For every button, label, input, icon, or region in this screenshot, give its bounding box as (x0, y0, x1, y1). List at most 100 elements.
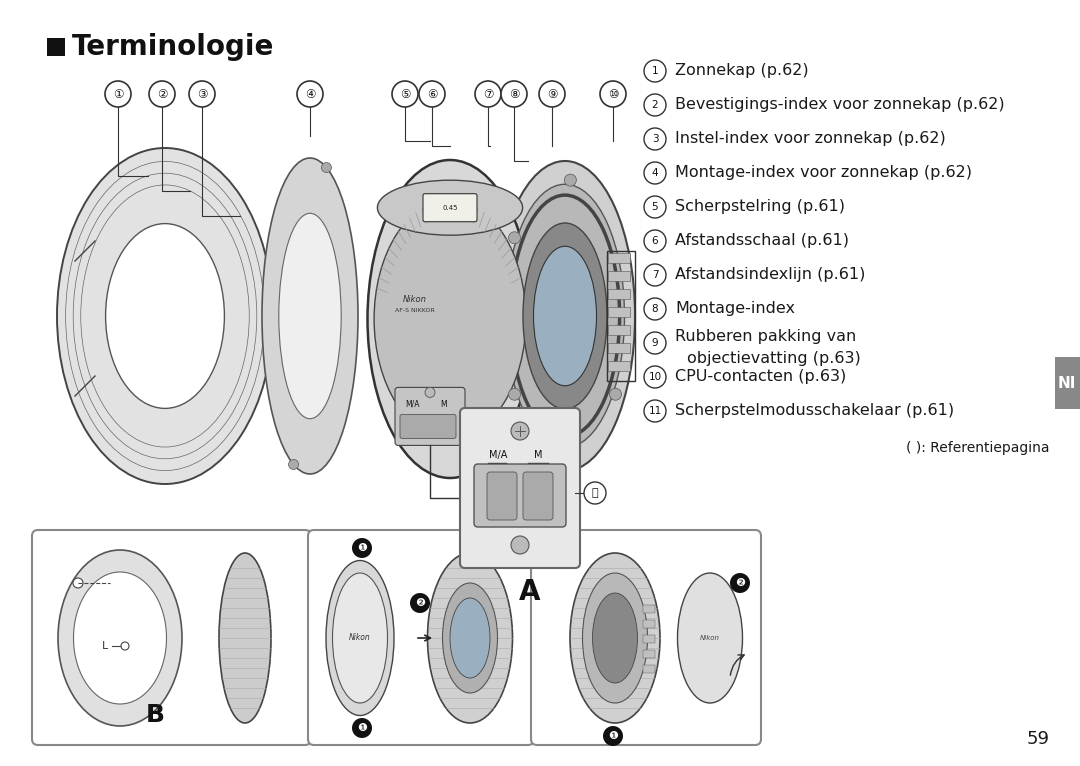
Circle shape (352, 538, 372, 558)
Text: 3: 3 (651, 134, 659, 144)
Circle shape (644, 298, 666, 320)
Text: 9: 9 (651, 338, 659, 348)
Text: Nikon: Nikon (700, 635, 720, 641)
Bar (608, 325, 631, 335)
Text: ⑦: ⑦ (483, 87, 494, 100)
Text: ( ): Referentiepagina: ( ): Referentiepagina (906, 441, 1050, 455)
Text: ④: ④ (305, 87, 315, 100)
Text: Rubberen pakking van: Rubberen pakking van (675, 329, 856, 345)
Ellipse shape (322, 162, 332, 172)
Circle shape (475, 81, 501, 107)
Text: ⑧: ⑧ (509, 87, 519, 100)
Ellipse shape (505, 185, 624, 448)
Bar (48, 38, 65, 56)
Bar (608, 307, 631, 317)
Text: ⑥: ⑥ (427, 87, 437, 100)
Text: 0.45: 0.45 (442, 205, 458, 211)
Ellipse shape (219, 553, 271, 723)
Circle shape (584, 482, 606, 504)
Circle shape (509, 388, 521, 401)
Circle shape (644, 230, 666, 252)
Text: ③: ③ (197, 87, 207, 100)
Ellipse shape (279, 213, 341, 419)
Bar (643, 665, 654, 673)
Circle shape (539, 81, 565, 107)
Bar (608, 343, 631, 353)
FancyBboxPatch shape (487, 472, 517, 520)
Ellipse shape (593, 593, 637, 683)
Text: A: A (519, 578, 541, 606)
FancyBboxPatch shape (400, 414, 456, 438)
Circle shape (644, 366, 666, 388)
Text: M: M (441, 400, 447, 409)
Ellipse shape (428, 553, 513, 723)
Text: Scherpstelmodusschakelaar (p.61): Scherpstelmodusschakelaar (p.61) (675, 404, 954, 418)
Circle shape (392, 81, 418, 107)
Text: AF-S NIKKOR: AF-S NIKKOR (395, 309, 435, 313)
Text: B: B (146, 703, 164, 727)
Circle shape (511, 536, 529, 554)
Ellipse shape (73, 572, 166, 704)
Text: M/A: M/A (489, 450, 508, 460)
Circle shape (297, 81, 323, 107)
Text: Zonnekap (p.62): Zonnekap (p.62) (675, 64, 809, 78)
Circle shape (511, 422, 529, 440)
Text: ①: ① (112, 87, 123, 100)
Text: 4: 4 (651, 168, 659, 178)
Circle shape (410, 593, 430, 613)
Ellipse shape (106, 224, 225, 408)
Text: Instel-index voor zonnekap (p.62): Instel-index voor zonnekap (p.62) (675, 132, 946, 146)
Circle shape (644, 94, 666, 116)
Ellipse shape (333, 573, 388, 703)
Circle shape (121, 642, 129, 650)
Ellipse shape (582, 573, 648, 703)
Ellipse shape (450, 598, 490, 678)
Text: M: M (534, 450, 542, 460)
Ellipse shape (570, 553, 660, 723)
Text: M/A: M/A (405, 400, 419, 409)
Ellipse shape (326, 561, 394, 715)
Text: 11: 11 (648, 406, 662, 416)
Text: Scherpstelring (p.61): Scherpstelring (p.61) (675, 199, 845, 214)
Text: 10: 10 (648, 372, 662, 382)
Text: 1: 1 (651, 66, 659, 76)
Text: ❶: ❶ (608, 731, 618, 741)
Circle shape (509, 232, 521, 244)
Circle shape (419, 81, 445, 107)
Text: ❶: ❶ (357, 723, 367, 733)
Text: Nikon: Nikon (349, 633, 370, 643)
Bar (1055, 357, 1080, 409)
Circle shape (105, 81, 131, 107)
Ellipse shape (495, 161, 635, 471)
Circle shape (352, 718, 372, 738)
FancyBboxPatch shape (308, 530, 534, 745)
Circle shape (644, 332, 666, 354)
Text: ❷: ❷ (415, 598, 426, 608)
Ellipse shape (377, 180, 523, 235)
Text: ②: ② (157, 87, 167, 100)
Text: objectievatting (p.63): objectievatting (p.63) (687, 352, 861, 366)
Bar (608, 289, 631, 299)
Text: Afstandsschaal (p.61): Afstandsschaal (p.61) (675, 234, 849, 248)
Circle shape (644, 162, 666, 184)
Circle shape (565, 446, 577, 458)
Circle shape (501, 81, 527, 107)
Circle shape (609, 388, 621, 401)
Circle shape (644, 400, 666, 422)
Bar (643, 650, 654, 658)
Circle shape (644, 128, 666, 150)
FancyBboxPatch shape (523, 472, 553, 520)
FancyBboxPatch shape (531, 530, 761, 745)
FancyBboxPatch shape (395, 388, 465, 445)
Ellipse shape (374, 200, 526, 438)
Text: ❷: ❷ (735, 578, 745, 588)
Circle shape (730, 573, 750, 593)
FancyBboxPatch shape (474, 464, 566, 527)
FancyBboxPatch shape (460, 408, 580, 568)
Ellipse shape (57, 148, 273, 484)
Circle shape (644, 264, 666, 286)
FancyBboxPatch shape (423, 194, 477, 221)
Ellipse shape (534, 246, 596, 386)
Circle shape (149, 81, 175, 107)
Text: L: L (102, 641, 108, 651)
